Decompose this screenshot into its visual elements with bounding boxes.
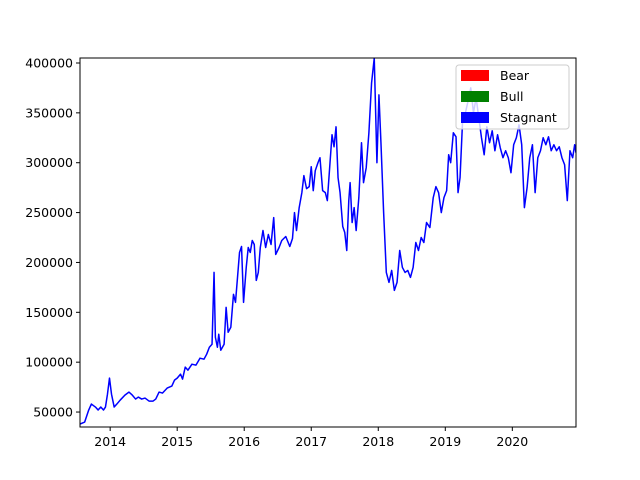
y-tick-label: 50000	[33, 405, 73, 420]
series-line-0	[80, 58, 576, 425]
legend-swatch	[461, 70, 489, 81]
x-tick-label: 2016	[228, 434, 260, 449]
y-tick-label: 350000	[25, 105, 73, 120]
x-axis: 2014 2015 2016 2017 2018 2019 2020	[94, 427, 528, 449]
legend-label: Bear	[500, 68, 530, 83]
x-tick-label: 2020	[496, 434, 528, 449]
x-tick-label: 2014	[94, 434, 126, 449]
plot-area	[80, 58, 576, 425]
x-tick-label: 2015	[161, 434, 193, 449]
legend: Bear Bull Stagnant	[455, 64, 570, 130]
legend-swatch	[461, 91, 489, 102]
axes-spines	[79, 57, 577, 428]
legend-label: Bull	[500, 89, 523, 104]
y-tick-label: 400000	[25, 55, 73, 70]
y-axis: 50000 100000 150000 200000 250000 300000 35000…	[25, 55, 80, 420]
y-tick-label: 150000	[25, 305, 73, 320]
x-tick-label: 2018	[362, 434, 394, 449]
legend-label: Stagnant	[500, 110, 557, 125]
y-tick-label: 100000	[25, 355, 73, 370]
x-tick-label: 2017	[295, 434, 327, 449]
legend-swatch	[461, 112, 489, 123]
axes-frame	[79, 57, 577, 428]
x-tick-label: 2019	[429, 434, 461, 449]
y-tick-label: 300000	[25, 155, 73, 170]
y-tick-label: 250000	[25, 205, 73, 220]
y-tick-label: 200000	[25, 255, 73, 270]
